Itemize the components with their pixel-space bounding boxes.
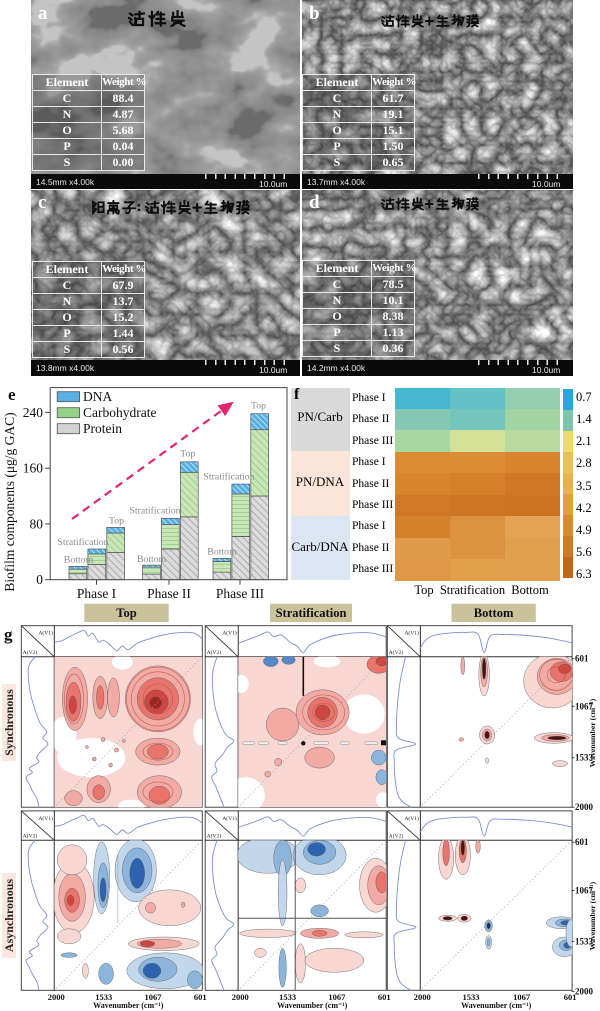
svg-text:A(V2): A(V2) [23,832,38,839]
svg-text:601: 601 [564,992,577,1002]
svg-text:Top: Top [116,606,136,620]
svg-text:Stratification: Stratification [129,506,180,517]
svg-text:Protein: Protein [83,421,122,436]
svg-text:Wavenumber (cm⁻¹): Wavenumber (cm⁻¹) [588,881,597,950]
svg-text:e: e [8,385,16,404]
svg-text:Phase III: Phase III [216,586,265,601]
svg-text:A(V1): A(V1) [222,815,237,822]
svg-text:1067: 1067 [575,886,594,896]
svg-text:160: 160 [23,461,44,476]
svg-text:2000: 2000 [575,802,594,812]
svg-text:Phase II: Phase II [147,586,191,601]
svg-text:Stratification: Stratification [57,537,108,548]
svg-text:Asynchronous: Asynchronous [2,879,16,952]
svg-text:Wavenumber (cm⁻¹): Wavenumber (cm⁻¹) [461,1001,532,1010]
svg-text:1533: 1533 [463,992,480,1002]
svg-text:1067: 1067 [145,992,163,1002]
svg-text:A(V2): A(V2) [389,832,404,839]
svg-text:2000: 2000 [575,986,594,996]
svg-text:Top: Top [180,449,195,460]
svg-text:Bottom: Bottom [207,547,237,558]
svg-text:Stratification: Stratification [203,472,254,483]
svg-text:2000: 2000 [48,992,65,1002]
svg-text:Carbohydrate: Carbohydrate [83,405,156,420]
svg-text:1533: 1533 [575,936,594,946]
svg-text:2000: 2000 [232,992,249,1002]
svg-text:0: 0 [36,572,43,587]
svg-text:A(V1): A(V1) [404,630,419,637]
svg-text:2000: 2000 [414,992,431,1002]
svg-text:A(V2): A(V2) [389,649,404,656]
svg-text:Bottom: Bottom [64,555,94,566]
svg-text:1533: 1533 [95,992,112,1002]
svg-text:A(V1): A(V1) [38,815,53,822]
svg-text:601: 601 [194,992,207,1002]
svg-text:g: g [4,625,13,644]
svg-text:80: 80 [30,516,44,531]
svg-text:Bottom: Bottom [137,554,167,565]
svg-text:Biofilm components (μg/g GAC): Biofilm components (μg/g GAC) [2,412,17,591]
svg-text:Phase I: Phase I [77,586,117,601]
svg-text:Synchronous: Synchronous [2,689,16,756]
svg-text:601: 601 [378,992,391,1002]
svg-text:Top: Top [251,401,266,412]
svg-text:1533: 1533 [279,992,296,1002]
svg-text:601: 601 [575,837,589,847]
svg-text:A(V1): A(V1) [38,630,53,637]
svg-text:Wavenumber (cm⁻¹): Wavenumber (cm⁻¹) [588,698,597,767]
svg-text:A(V1): A(V1) [404,815,419,822]
svg-text:1067: 1067 [513,992,531,1002]
svg-text:Bottom: Bottom [474,606,514,620]
svg-text:A(V1): A(V1) [222,630,237,637]
svg-text:240: 240 [23,405,44,420]
svg-text:A(V2): A(V2) [23,649,38,656]
svg-text:601: 601 [575,654,589,664]
svg-text:1533: 1533 [575,753,594,763]
svg-text:1067: 1067 [328,992,346,1002]
svg-text:A(V2): A(V2) [207,832,222,839]
svg-text:A(V2): A(V2) [207,649,222,656]
svg-text:Wavenumber (cm⁻¹): Wavenumber (cm⁻¹) [277,1001,348,1010]
svg-text:DNA: DNA [83,389,112,404]
svg-text:1067: 1067 [575,701,594,711]
svg-text:Top: Top [109,516,124,527]
svg-text:Stratification: Stratification [276,606,347,620]
svg-text:Wavenumber (cm⁻¹): Wavenumber (cm⁻¹) [93,1001,164,1010]
